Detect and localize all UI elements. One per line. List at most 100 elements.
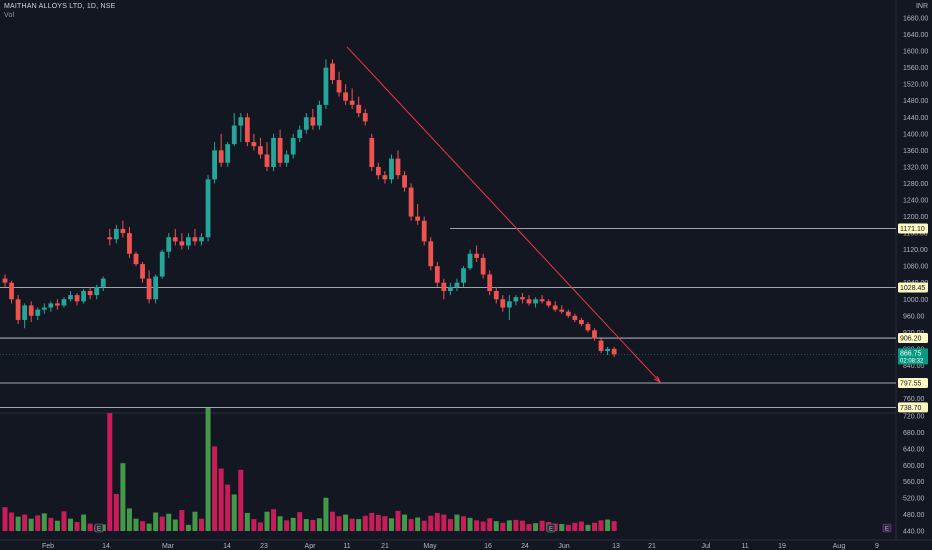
candle-body[interactable] bbox=[133, 253, 139, 265]
candle-body[interactable] bbox=[480, 257, 486, 275]
candle-body[interactable] bbox=[546, 301, 552, 306]
candle-body[interactable] bbox=[330, 63, 335, 81]
candle-body[interactable] bbox=[467, 253, 473, 269]
candle-body[interactable] bbox=[297, 129, 303, 138]
candle-body[interactable] bbox=[172, 237, 178, 242]
candle-body[interactable] bbox=[611, 348, 617, 355]
candle-body[interactable] bbox=[127, 233, 132, 254]
trendline[interactable] bbox=[346, 46, 661, 383]
candle-body[interactable] bbox=[120, 228, 126, 234]
candle-body[interactable] bbox=[375, 166, 381, 176]
candle-body[interactable] bbox=[225, 144, 231, 163]
candle-body[interactable] bbox=[317, 104, 322, 126]
candle-body[interactable] bbox=[81, 290, 86, 302]
candle-body[interactable] bbox=[68, 295, 73, 300]
candle-body[interactable] bbox=[526, 299, 532, 304]
candle-body[interactable] bbox=[506, 301, 512, 308]
volume-bar bbox=[605, 519, 611, 531]
candle-body[interactable] bbox=[493, 290, 499, 300]
earnings-marker[interactable] bbox=[882, 523, 892, 533]
candle-body[interactable] bbox=[592, 330, 597, 339]
candle-body[interactable] bbox=[579, 319, 584, 325]
candle-body[interactable] bbox=[552, 305, 558, 310]
candle-body[interactable] bbox=[356, 104, 362, 114]
candle-body[interactable] bbox=[343, 92, 348, 101]
candle-body[interactable] bbox=[500, 299, 506, 308]
candle-body[interactable] bbox=[153, 276, 159, 300]
earnings-marker[interactable] bbox=[94, 523, 104, 533]
candle-body[interactable] bbox=[421, 220, 427, 242]
earnings-marker[interactable] bbox=[546, 523, 556, 533]
candle-body[interactable] bbox=[303, 117, 309, 130]
candle-body[interactable] bbox=[362, 113, 368, 122]
candle-body[interactable] bbox=[28, 305, 34, 316]
candle-body[interactable] bbox=[48, 303, 54, 308]
candle-body[interactable] bbox=[244, 117, 250, 143]
candle-body[interactable] bbox=[572, 315, 578, 320]
candle-body[interactable] bbox=[192, 237, 198, 242]
candle-body[interactable] bbox=[199, 237, 204, 242]
candle-body[interactable] bbox=[369, 137, 375, 167]
candle-body[interactable] bbox=[382, 175, 388, 180]
candle-body[interactable] bbox=[212, 150, 217, 180]
candle-body[interactable] bbox=[61, 299, 67, 306]
candle-body[interactable] bbox=[231, 125, 237, 145]
candle-body[interactable] bbox=[349, 100, 355, 105]
candle-body[interactable] bbox=[41, 307, 47, 310]
candle-body[interactable] bbox=[2, 278, 8, 283]
candle-body[interactable] bbox=[107, 237, 113, 240]
candle-body[interactable] bbox=[408, 187, 414, 217]
candle-body[interactable] bbox=[559, 309, 565, 312]
candle-body[interactable] bbox=[448, 286, 453, 291]
candle-body[interactable] bbox=[140, 264, 145, 279]
candle-body[interactable] bbox=[389, 158, 394, 180]
candle-body[interactable] bbox=[520, 297, 525, 300]
candle-body[interactable] bbox=[474, 253, 479, 258]
candle-body[interactable] bbox=[585, 324, 591, 331]
candle-body[interactable] bbox=[539, 299, 545, 302]
candle-body[interactable] bbox=[461, 268, 466, 283]
candle-body[interactable] bbox=[264, 154, 270, 167]
candle-body[interactable] bbox=[277, 137, 283, 163]
candle-body[interactable] bbox=[186, 237, 191, 246]
candle-body[interactable] bbox=[565, 311, 571, 316]
candle-body[interactable] bbox=[434, 266, 440, 283]
candle-body[interactable] bbox=[415, 216, 421, 221]
candle-body[interactable] bbox=[323, 67, 329, 105]
candle-body[interactable] bbox=[238, 117, 244, 126]
candle-body[interactable] bbox=[290, 137, 296, 155]
candle-body[interactable] bbox=[159, 251, 165, 277]
candle-body[interactable] bbox=[22, 305, 28, 320]
candle-body[interactable] bbox=[9, 282, 14, 300]
candle-body[interactable] bbox=[205, 179, 211, 238]
candle-body[interactable] bbox=[100, 278, 106, 287]
candle-body[interactable] bbox=[402, 175, 407, 188]
candle-body[interactable] bbox=[218, 150, 224, 163]
candle-body[interactable] bbox=[179, 241, 185, 246]
candle-body[interactable] bbox=[113, 228, 119, 240]
candle-body[interactable] bbox=[15, 299, 21, 320]
candle-body[interactable] bbox=[74, 295, 80, 302]
candle-body[interactable] bbox=[55, 303, 60, 306]
candle-body[interactable] bbox=[166, 237, 172, 252]
candle-body[interactable] bbox=[87, 290, 93, 296]
candle-body[interactable] bbox=[336, 80, 342, 93]
candle-body[interactable] bbox=[487, 274, 493, 291]
candle-body[interactable] bbox=[428, 241, 434, 267]
candle-body[interactable] bbox=[251, 142, 257, 147]
candle-body[interactable] bbox=[310, 117, 316, 126]
candle-body[interactable] bbox=[146, 278, 152, 300]
candle-body[interactable] bbox=[271, 137, 276, 167]
candle-body[interactable] bbox=[598, 340, 604, 351]
candle-body[interactable] bbox=[35, 309, 41, 316]
candle-body[interactable] bbox=[454, 282, 460, 287]
candle-body[interactable] bbox=[94, 286, 100, 296]
candle-body[interactable] bbox=[258, 146, 263, 155]
candle-body[interactable] bbox=[284, 154, 290, 163]
candle-body[interactable] bbox=[513, 297, 519, 302]
candle-body[interactable] bbox=[441, 282, 447, 291]
candle-body[interactable] bbox=[395, 158, 401, 176]
candle-body[interactable] bbox=[533, 299, 538, 304]
candle-body[interactable] bbox=[605, 348, 610, 351]
